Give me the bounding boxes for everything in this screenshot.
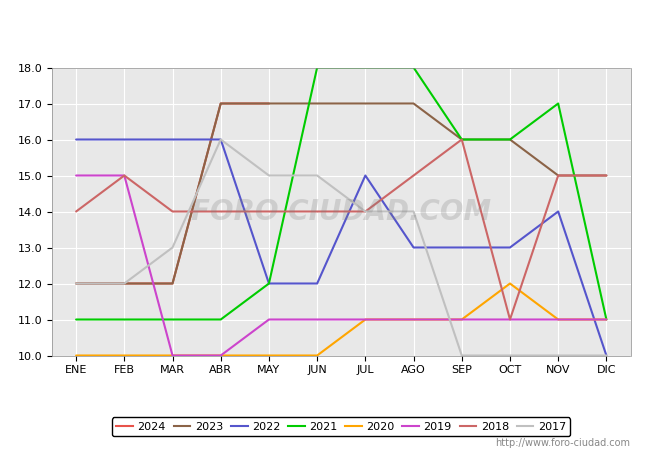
Text: Afiliados en Santa María del Mercadillo a 31/5/2024: Afiliados en Santa María del Mercadillo … — [136, 17, 514, 32]
Legend: 2024, 2023, 2022, 2021, 2020, 2019, 2018, 2017: 2024, 2023, 2022, 2021, 2020, 2019, 2018… — [112, 418, 571, 436]
Text: http://www.foro-ciudad.com: http://www.foro-ciudad.com — [495, 438, 630, 448]
Text: FORO CIUDAD.COM: FORO CIUDAD.COM — [191, 198, 491, 225]
